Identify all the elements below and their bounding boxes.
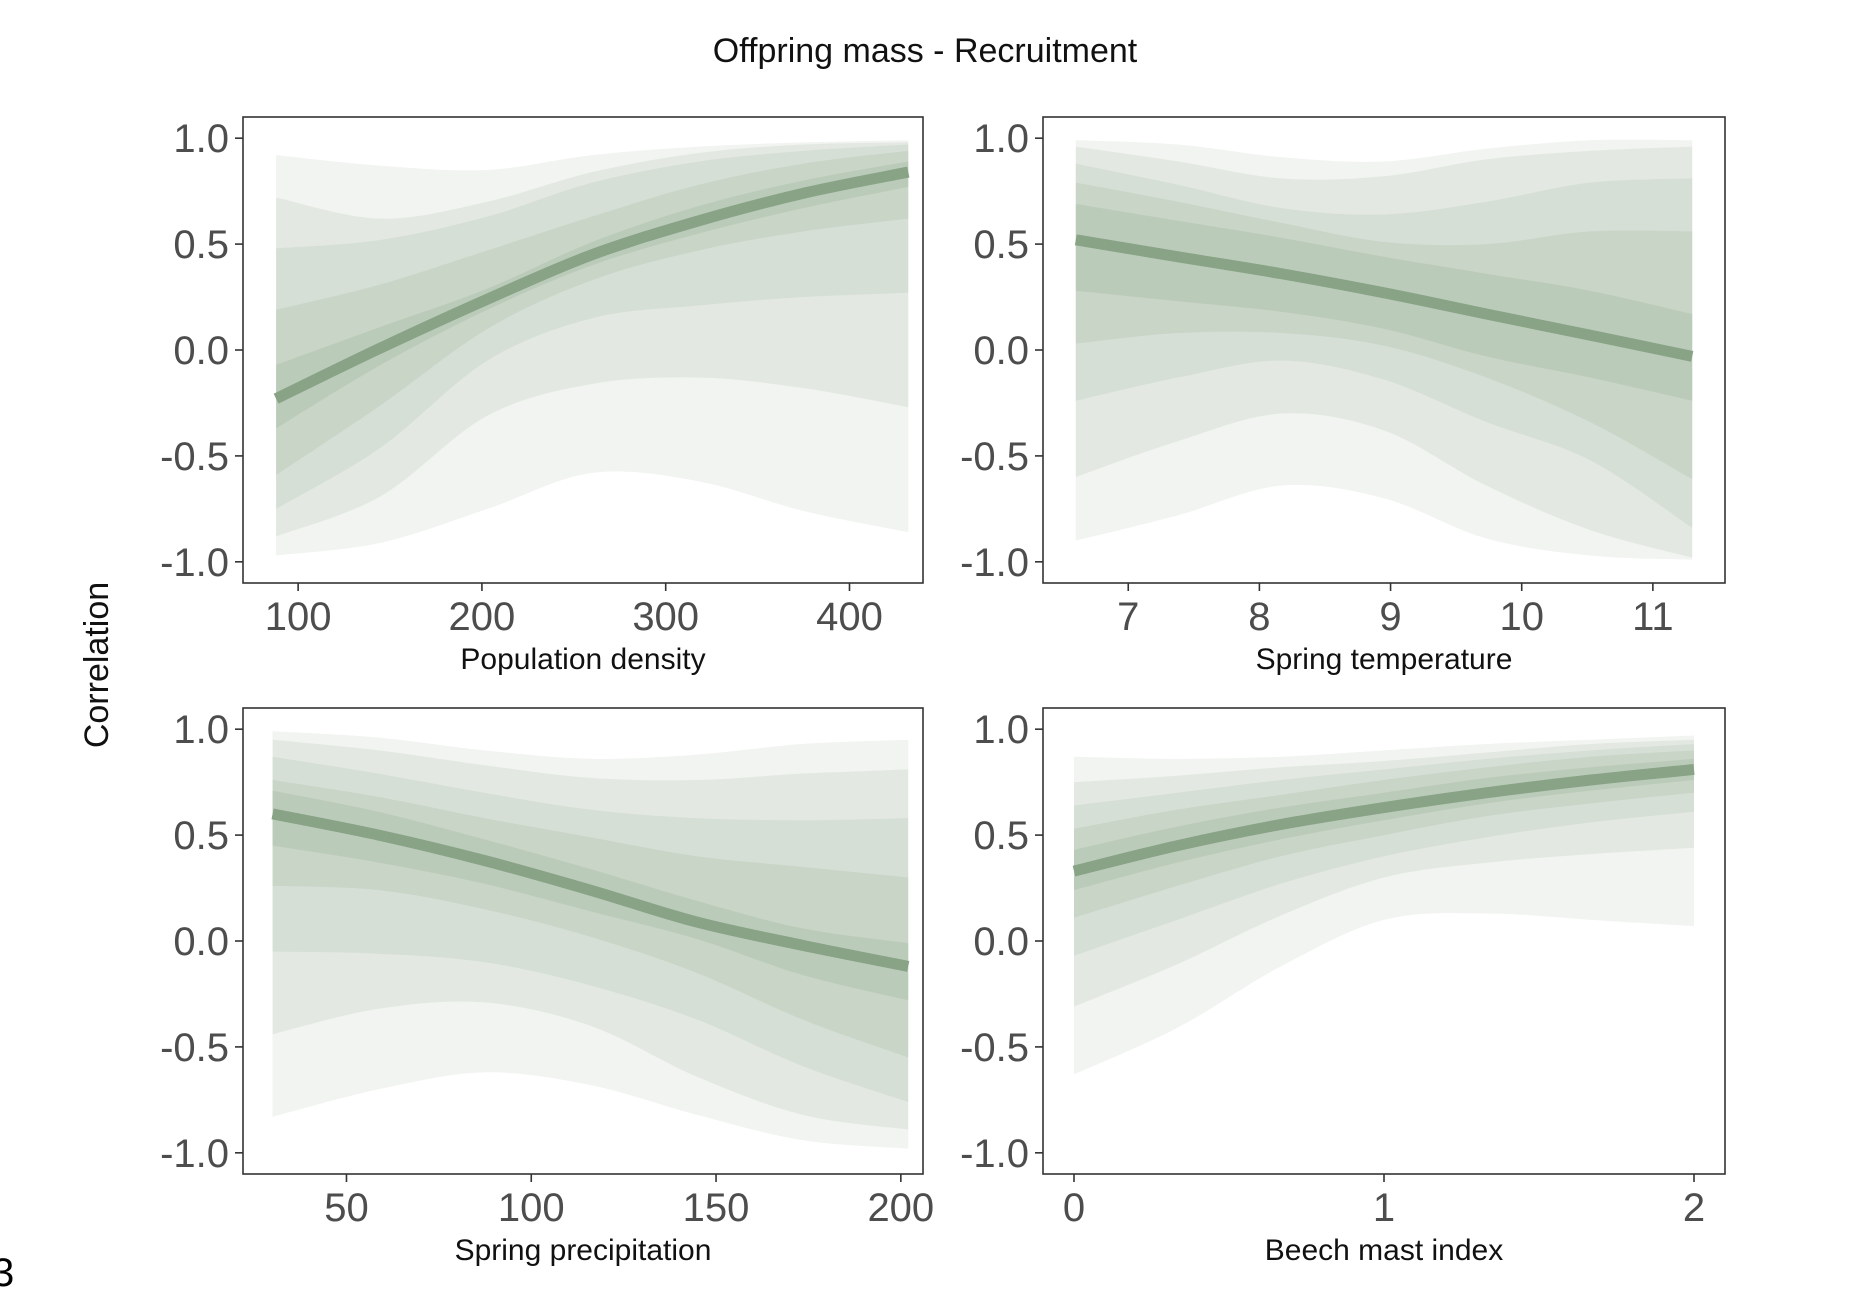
panel-population-density: 1.0 0.5 0.0 -0.5 -1.0 100 200 300 400 Population …	[160, 116, 924, 676]
ribbon-band-outer	[1075, 139, 1693, 560]
y-tick-label: 0.0	[973, 329, 1029, 373]
y-tick-label: -0.5	[160, 435, 229, 479]
x-tick-label: 100	[498, 1186, 565, 1230]
y-tick-label: 0.5	[973, 223, 1029, 267]
y-tick-label: -1.0	[160, 541, 229, 585]
x-tick-label: 8	[1248, 595, 1270, 639]
y-tick-label: -0.5	[960, 435, 1029, 479]
x-tick-label: 50	[324, 1186, 369, 1230]
y-tick-label: 0.5	[173, 814, 229, 858]
chart-title: Offpring mass - Recruitment	[713, 32, 1138, 70]
panel-beech-mast-index: 1.0 0.5 0.0 -0.5 -1.0 0 1 2 Beech mast index	[960, 707, 1726, 1267]
x-tick-label: 100	[265, 595, 332, 639]
x-axis-label: Population density	[460, 643, 705, 676]
ribbon-band-5	[1075, 146, 1693, 558]
ribbon-band-2	[1075, 203, 1693, 401]
panel-spring-temperature: 1.0 0.5 0.0 -0.5 -1.0 7 8 9 10 11 Spring temperatu…	[960, 116, 1726, 676]
ribbon-band-outer	[1074, 735, 1694, 1075]
ribbon-band-2	[1074, 758, 1694, 891]
x-tick-label: 11	[1632, 595, 1674, 639]
x-axis-label: Spring temperature	[1256, 643, 1513, 676]
ribbon-band-3	[276, 150, 909, 475]
x-tick-label: 10	[1499, 595, 1544, 639]
y-tick-label: 1.0	[173, 708, 229, 752]
x-tick-label: 7	[1117, 595, 1139, 639]
mean-line	[271, 808, 910, 972]
y-tick-label: -1.0	[960, 1132, 1029, 1176]
mean-line	[1074, 234, 1694, 362]
ribbon-band-3	[1075, 182, 1693, 480]
ribbon-band-outer	[272, 731, 909, 1149]
x-tick-label: 400	[816, 595, 883, 639]
mean-line	[273, 166, 910, 404]
ribbon-band-4	[1074, 744, 1694, 956]
ribbon-band-4	[1075, 163, 1693, 528]
ribbon-band-5	[1074, 739, 1694, 1007]
ribbon-band-4	[276, 144, 909, 509]
y-tick-label: 1.0	[973, 708, 1029, 752]
x-tick-label: 300	[632, 595, 699, 639]
x-tick-label: 1	[1373, 1186, 1395, 1230]
x-tick-label: 9	[1379, 595, 1401, 639]
ribbon-band-5	[272, 739, 909, 1130]
ribbon-band-outer	[276, 140, 909, 556]
mean-line	[1072, 763, 1695, 877]
panel-spring-precipitation: 1.0 0.5 0.0 -0.5 -1.0 50 100 150 200 Spring preci…	[160, 707, 934, 1267]
y-tick-label: -0.5	[160, 1026, 229, 1070]
y-tick-label: 0.0	[173, 920, 229, 964]
ribbon-band-3	[1074, 750, 1694, 918]
y-tick-label: -0.5	[960, 1026, 1029, 1070]
x-tick-label: 2	[1683, 1186, 1705, 1230]
y-tick-label: -1.0	[960, 541, 1029, 585]
y-tick-label: 0.0	[173, 329, 229, 373]
y-tick-label: -1.0	[160, 1132, 229, 1176]
x-tick-label: 200	[867, 1186, 934, 1230]
y-tick-label: 0.5	[973, 814, 1029, 858]
y-tick-label: 0.0	[973, 920, 1029, 964]
x-tick-label: 0	[1063, 1186, 1085, 1230]
x-axis-label: Spring precipitation	[455, 1234, 712, 1267]
y-tick-label: 1.0	[173, 117, 229, 161]
x-axis-label: Beech mast index	[1265, 1234, 1503, 1267]
y-tick-label: 1.0	[973, 117, 1029, 161]
y-axis-label: Correlation	[78, 582, 116, 748]
x-tick-label: 200	[449, 595, 516, 639]
y-tick-label: 0.5	[173, 223, 229, 267]
ribbon-band-5	[276, 142, 909, 537]
corner-label: 3	[0, 1251, 14, 1292]
x-tick-label: 150	[683, 1186, 750, 1230]
